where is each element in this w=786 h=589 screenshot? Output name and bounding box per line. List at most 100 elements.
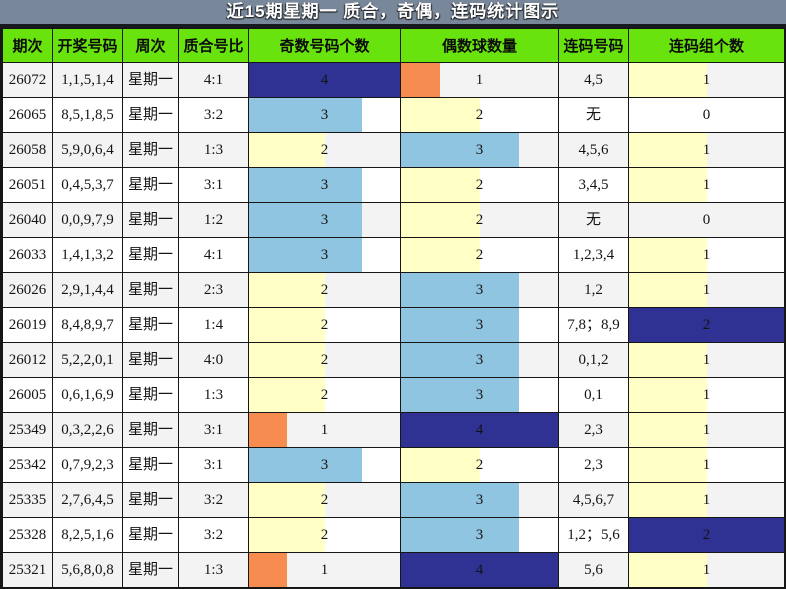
table-row: 26065 8,5,1,8,5 星期一 3:2 3 2 无 0 — [2, 97, 785, 133]
ratio-text: 4:0 — [203, 352, 224, 368]
ratio-cell: 1:2 — [178, 202, 249, 238]
page-title: 近15期星期一 质合，奇偶，连码统计图示 — [0, 0, 786, 28]
ratio-cell: 3:1 — [178, 167, 249, 203]
odd-count-value: 2 — [320, 317, 329, 333]
even-count-bar — [401, 448, 480, 482]
week-cell: 星期一 — [122, 62, 179, 98]
table-row: 26072 1,1,5,1,4 星期一 4:1 4 1 4,5 1 — [2, 62, 785, 98]
ratio-text: 1:3 — [203, 562, 224, 578]
week-text: 星期一 — [127, 317, 173, 333]
table-row: 25321 5,6,8,0,8 星期一 1:3 1 4 5,6 1 — [2, 552, 785, 588]
even-count-bar — [401, 378, 519, 412]
table-row: 26040 0,0,9,7,9 星期一 1:2 3 2 无 0 — [2, 202, 785, 238]
even-count-cell: 3 — [400, 377, 559, 413]
consecutive-groups-value: 0 — [702, 107, 711, 123]
header-row: 期次 开奖号码 周次 质合号比 奇数号码个数 偶数球数量 连码号码 连码组个数 — [2, 28, 785, 63]
consecutive-numbers-text: 2,3 — [584, 457, 603, 473]
odd-count-value: 2 — [320, 492, 329, 508]
numbers-cell: 5,6,8,0,8 — [52, 552, 123, 588]
consecutive-numbers-cell: 5,6 — [558, 552, 629, 588]
consecutive-groups-value: 0 — [702, 212, 711, 228]
consecutive-groups-bar — [629, 518, 784, 552]
ratio-cell: 2:3 — [178, 272, 249, 308]
even-count-bar — [401, 553, 558, 587]
numbers-cell: 2,9,1,4,4 — [52, 272, 123, 308]
header-cell-even-count: 偶数球数量 — [400, 28, 559, 63]
numbers-cell: 2,7,6,4,5 — [52, 482, 123, 518]
period-text: 26026 — [8, 282, 47, 298]
consecutive-groups-cell: 1 — [628, 377, 785, 413]
consecutive-groups-cell: 1 — [628, 482, 785, 518]
week-text: 星期一 — [127, 177, 173, 193]
consecutive-groups-value: 2 — [702, 317, 711, 333]
week-cell: 星期一 — [122, 132, 179, 168]
table-frame: 期次 开奖号码 周次 质合号比 奇数号码个数 偶数球数量 连码号码 连码组个数 26072 1,… — [0, 28, 786, 589]
consecutive-groups-bar — [629, 168, 707, 202]
numbers-cell: 8,2,5,1,6 — [52, 517, 123, 553]
consecutive-groups-bar — [629, 343, 707, 377]
even-count-cell: 2 — [400, 447, 559, 483]
consecutive-numbers-text: 7,8；8,9 — [567, 317, 620, 333]
consecutive-groups-cell: 1 — [628, 62, 785, 98]
week-text: 星期一 — [127, 457, 173, 473]
even-count-value: 3 — [475, 527, 484, 543]
table-body: 26072 1,1,5,1,4 星期一 4:1 4 1 4,5 1 26065 8,5,1,8,5… — [2, 62, 785, 588]
odd-count-cell: 2 — [248, 482, 401, 518]
consecutive-numbers-text: 4,5,6 — [578, 142, 609, 158]
period-cell: 26040 — [2, 202, 53, 238]
consecutive-numbers-text: 无 — [585, 107, 601, 123]
even-count-cell: 3 — [400, 342, 559, 378]
odd-count-value: 2 — [320, 142, 329, 158]
ratio-text: 1:3 — [203, 387, 224, 403]
even-count-bar — [401, 273, 519, 307]
numbers-text: 2,7,6,4,5 — [61, 492, 114, 508]
numbers-text: 1,1,5,1,4 — [61, 72, 114, 88]
numbers-text: 8,2,5,1,6 — [61, 527, 114, 543]
odd-count-value: 3 — [320, 212, 329, 228]
consecutive-groups-cell: 2 — [628, 307, 785, 343]
ratio-text: 4:1 — [203, 247, 224, 263]
even-count-cell: 3 — [400, 307, 559, 343]
week-cell: 星期一 — [122, 272, 179, 308]
odd-count-value: 3 — [320, 247, 329, 263]
odd-count-bar — [249, 343, 325, 377]
even-count-cell: 3 — [400, 132, 559, 168]
numbers-cell: 5,2,2,0,1 — [52, 342, 123, 378]
numbers-cell: 8,5,1,8,5 — [52, 97, 123, 133]
numbers-text: 2,9,1,4,4 — [61, 282, 114, 298]
consecutive-groups-cell: 1 — [628, 132, 785, 168]
ratio-text: 3:1 — [203, 422, 224, 438]
even-count-cell: 2 — [400, 97, 559, 133]
ratio-text: 3:1 — [203, 457, 224, 473]
odd-count-value: 3 — [320, 107, 329, 123]
header-cell-odd-count: 奇数号码个数 — [248, 28, 401, 63]
numbers-text: 8,5,1,8,5 — [61, 107, 114, 123]
numbers-text: 0,3,2,2,6 — [61, 422, 114, 438]
odd-count-value: 2 — [320, 387, 329, 403]
consecutive-groups-cell: 0 — [628, 97, 785, 133]
even-count-value: 3 — [475, 387, 484, 403]
consecutive-groups-bar — [629, 413, 707, 447]
odd-count-value: 3 — [320, 457, 329, 473]
odd-count-value: 1 — [320, 422, 329, 438]
consecutive-groups-value: 1 — [702, 177, 711, 193]
table-row: 25342 0,7,9,2,3 星期一 3:1 3 2 2,3 1 — [2, 447, 785, 483]
odd-count-cell: 2 — [248, 132, 401, 168]
ratio-text: 1:2 — [203, 212, 224, 228]
numbers-cell: 0,7,9,2,3 — [52, 447, 123, 483]
table-row: 26005 0,6,1,6,9 星期一 1:3 2 3 0,1 1 — [2, 377, 785, 413]
ratio-cell: 3:1 — [178, 412, 249, 448]
even-count-bar — [401, 308, 519, 342]
ratio-text: 3:2 — [203, 527, 224, 543]
table-row: 26019 8,4,8,9,7 星期一 1:4 2 3 7,8；8,9 2 — [2, 307, 785, 343]
table-row: 25328 8,2,5,1,6 星期一 3:2 2 3 1,2；5,6 2 — [2, 517, 785, 553]
odd-count-cell: 1 — [248, 552, 401, 588]
week-cell: 星期一 — [122, 237, 179, 273]
numbers-cell: 1,4,1,3,2 — [52, 237, 123, 273]
header-cell-numbers: 开奖号码 — [52, 28, 123, 63]
period-text: 26019 — [8, 317, 47, 333]
numbers-text: 8,4,8,9,7 — [61, 317, 114, 333]
period-text: 26051 — [8, 177, 47, 193]
consecutive-groups-value: 2 — [702, 527, 711, 543]
header-cell-week: 周次 — [122, 28, 179, 63]
